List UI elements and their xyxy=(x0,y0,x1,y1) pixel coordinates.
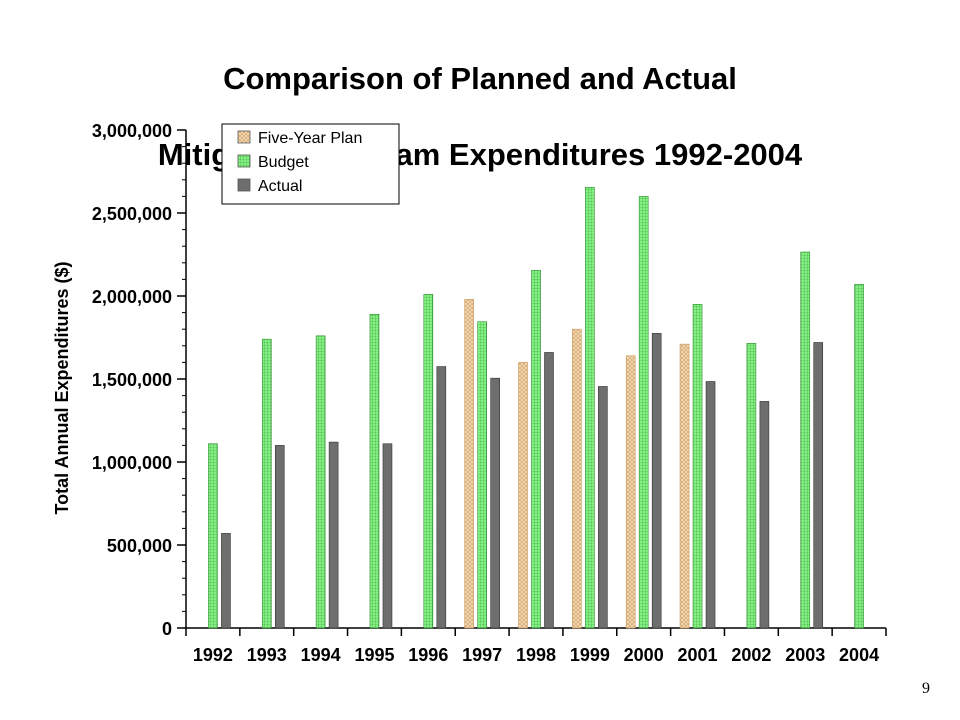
legend-label-budget: Budget xyxy=(258,154,309,171)
bar-budget xyxy=(477,321,487,629)
bar-budget xyxy=(531,269,541,629)
x-tick-label: 1996 xyxy=(408,645,448,665)
bar-budget xyxy=(854,284,864,629)
legend: Five-Year Plan Budget Actual xyxy=(221,123,400,205)
bar-actual xyxy=(705,381,716,629)
x-tick-label: 1995 xyxy=(354,645,394,665)
bar-budget xyxy=(692,303,703,629)
x-tick-label: 2002 xyxy=(731,645,771,665)
legend-swatch-actual xyxy=(237,178,251,192)
bar-five-year-plan xyxy=(518,362,528,629)
x-tick-label: 1999 xyxy=(570,645,610,665)
y-tick-label: 2,500,000 xyxy=(92,204,172,224)
y-tick-label: 3,000,000 xyxy=(92,121,172,141)
bar-five-year-plan xyxy=(679,343,690,629)
bar-actual xyxy=(544,352,554,629)
x-tick-label: 1994 xyxy=(301,645,341,665)
bar-budget xyxy=(423,294,434,629)
y-tick-label: 0 xyxy=(162,619,172,639)
y-tick-label: 500,000 xyxy=(107,536,172,556)
bar-budget xyxy=(369,313,380,629)
x-axis: 1992 1993 1994 1995 1996 1997 1998 1999 2000 2001… xyxy=(185,627,887,665)
y-tick-label: 1,500,000 xyxy=(92,370,172,390)
x-tick-label: 2003 xyxy=(785,645,825,665)
bar-actual xyxy=(759,401,770,629)
bar-budget xyxy=(800,251,811,629)
bar-five-year-plan xyxy=(572,328,582,629)
y-axis: 0 500,000 1,000,000 1,500,000 2,000,000 2,500… xyxy=(92,121,187,639)
y-tick-label: 1,000,000 xyxy=(92,453,172,473)
bars xyxy=(208,186,864,629)
legend-box xyxy=(221,123,400,205)
bar-budget xyxy=(746,343,757,629)
legend-label-actual: Actual xyxy=(258,178,302,195)
bar-actual xyxy=(651,333,662,629)
x-tick-label: 1998 xyxy=(516,645,556,665)
bar-five-year-plan xyxy=(625,355,636,629)
x-tick-label: 2001 xyxy=(678,645,718,665)
bar-budget xyxy=(585,186,595,629)
legend-swatch-budget xyxy=(237,154,251,168)
bar-budget xyxy=(208,443,218,629)
bar-actual xyxy=(328,441,339,629)
bar-budget xyxy=(638,196,649,629)
bar-actual xyxy=(382,443,393,629)
legend-swatch-five-year-plan xyxy=(237,130,251,144)
x-tick-label: 1992 xyxy=(193,645,233,665)
bar-budget xyxy=(315,335,326,629)
y-tick-label: 2,000,000 xyxy=(92,287,172,307)
chart-title-line-1: Comparison of Planned and Actual xyxy=(223,61,737,96)
bar-actual xyxy=(221,533,231,629)
legend-label-five-year-plan: Five-Year Plan xyxy=(258,130,362,147)
x-tick-label: 1997 xyxy=(462,645,502,665)
bar-budget xyxy=(261,338,272,629)
x-tick-label: 2000 xyxy=(624,645,664,665)
bar-actual xyxy=(598,386,608,629)
y-axis-label: Total Annual Expenditures ($) xyxy=(52,261,72,514)
bar-actual xyxy=(813,342,824,629)
bar-actual xyxy=(274,445,285,629)
x-tick-label: 2004 xyxy=(839,645,879,665)
x-tick-label: 1993 xyxy=(247,645,287,665)
bar-actual xyxy=(490,377,500,629)
bar-five-year-plan xyxy=(464,299,474,629)
bar-actual xyxy=(436,366,447,629)
page-number: 9 xyxy=(922,680,930,697)
